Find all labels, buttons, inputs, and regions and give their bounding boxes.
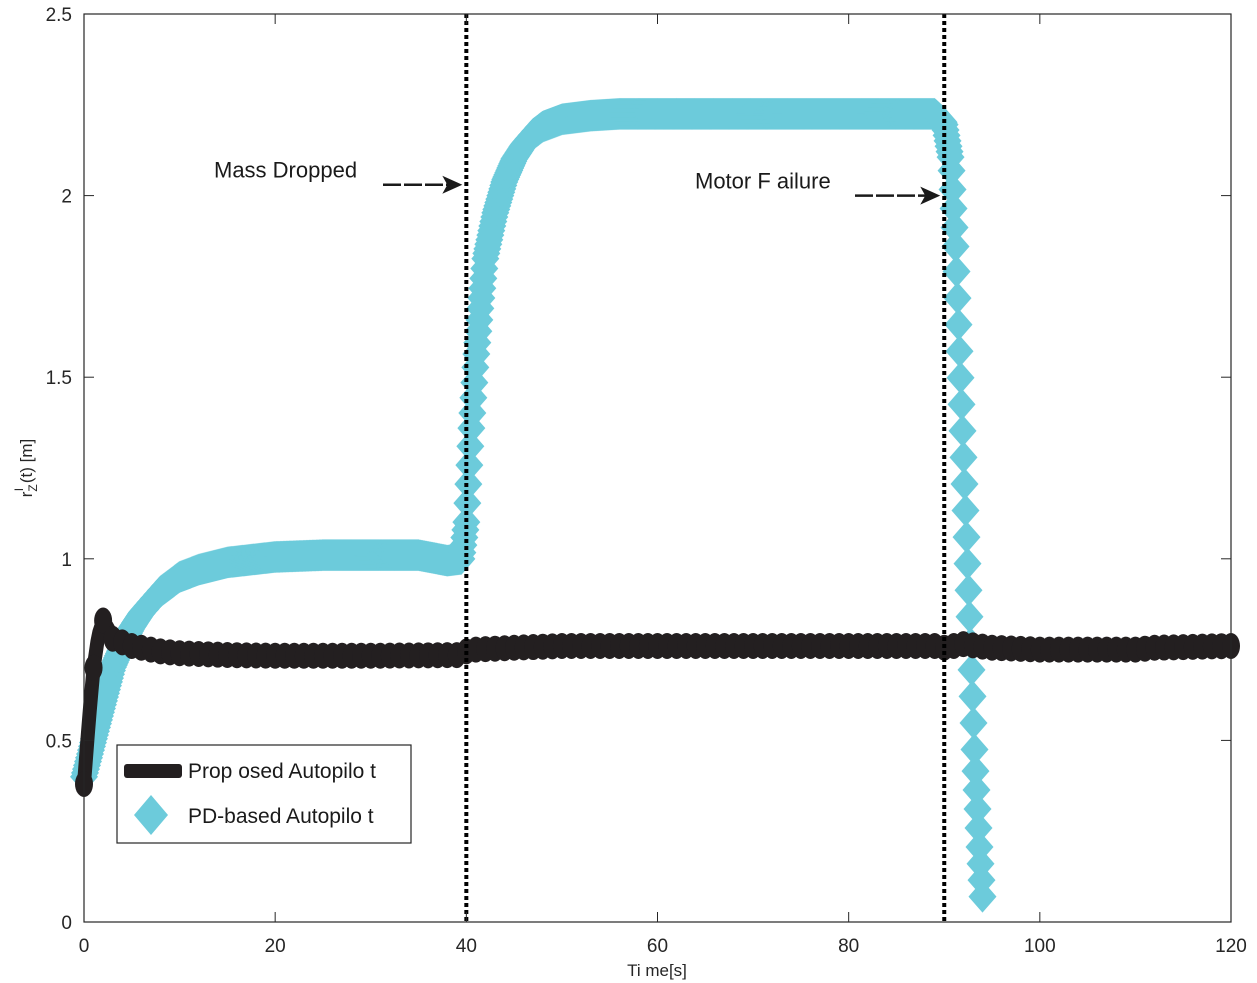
- pd-marker: [948, 414, 977, 447]
- pd-marker: [941, 230, 970, 263]
- pd-marker: [963, 793, 992, 826]
- y-axis-label-base: r: [17, 491, 36, 497]
- pd-marker: [958, 680, 987, 713]
- pd-marker: [452, 506, 481, 539]
- pd-marker: [944, 308, 973, 341]
- pd-marker: [455, 449, 484, 482]
- y-axis-label-sup: I: [12, 488, 26, 491]
- x-tick-label: 40: [456, 936, 477, 957]
- y-tick-label: 0.5: [46, 731, 72, 752]
- pd-marker: [945, 335, 974, 368]
- legend: Prop osed Autopilo t PD-based Autopilo t: [116, 744, 412, 844]
- legend-label-proposed: Prop osed Autopilo t: [188, 760, 376, 783]
- pd-marker: [959, 706, 988, 739]
- pd-marker: [942, 255, 971, 288]
- x-tick-label: 20: [265, 936, 286, 957]
- x-tick-label: 100: [1024, 936, 1056, 957]
- pd-marker: [954, 574, 983, 607]
- ticks-layer: 0 20 40 60 80 100 120 0 0.5 1 1.5 2 2.5: [46, 5, 1247, 957]
- legend-marker-pd: [134, 795, 168, 835]
- y-axis-label-sub: Z: [26, 484, 40, 491]
- pd-marker: [960, 733, 989, 766]
- pd-marker: [943, 282, 972, 315]
- y-axis-label: rZI (t) [m]: [12, 439, 40, 497]
- pd-marker: [961, 755, 990, 788]
- pd-marker: [951, 494, 980, 527]
- pd-marker: [453, 487, 482, 520]
- pd-marker: [946, 361, 975, 394]
- events-layer: Mass Dropped Motor F ailure: [214, 14, 947, 922]
- pd-marker: [456, 430, 485, 463]
- x-tick-label: 120: [1215, 936, 1247, 957]
- y-tick-label: 2.5: [46, 5, 72, 26]
- y-tick-label: 0: [61, 913, 72, 934]
- proposed-marker: [84, 654, 103, 681]
- x-axis-label: Ti me[s]: [627, 961, 687, 980]
- pd-marker: [968, 880, 997, 913]
- y-tick-label: 1.5: [46, 368, 72, 389]
- pd-marker: [939, 192, 968, 225]
- x-tick-label: 0: [79, 936, 90, 957]
- pd-marker: [950, 467, 979, 500]
- legend-box: [116, 744, 412, 844]
- pd-marker: [964, 811, 993, 844]
- event-arrow-head: [442, 175, 463, 194]
- event-arrow-head: [920, 186, 941, 205]
- x-tick-label: 60: [647, 936, 668, 957]
- y-axis-label-rest: (t) [m]: [17, 439, 36, 488]
- pd-marker: [952, 521, 981, 554]
- event-label: Mass Dropped: [214, 157, 357, 182]
- series-pd-based: [70, 97, 997, 913]
- pd-marker: [949, 441, 978, 474]
- y-tick-label: 2: [61, 187, 72, 208]
- pd-marker: [962, 774, 991, 807]
- event-label: Motor F ailure: [695, 168, 831, 193]
- pd-marker: [947, 388, 976, 421]
- pd-marker: [454, 468, 483, 501]
- legend-marker-proposed: [124, 764, 182, 778]
- pd-marker: [957, 653, 986, 686]
- pd-marker: [953, 547, 982, 580]
- pd-marker: [940, 211, 969, 244]
- legend-label-pd: PD-based Autopilo t: [188, 805, 374, 828]
- x-tick-label: 80: [838, 936, 859, 957]
- series-proposed: [75, 607, 1240, 797]
- y-tick-label: 1: [61, 550, 72, 571]
- series-layer: [70, 97, 1240, 913]
- proposed-marker: [94, 607, 113, 634]
- pd-marker: [955, 600, 984, 633]
